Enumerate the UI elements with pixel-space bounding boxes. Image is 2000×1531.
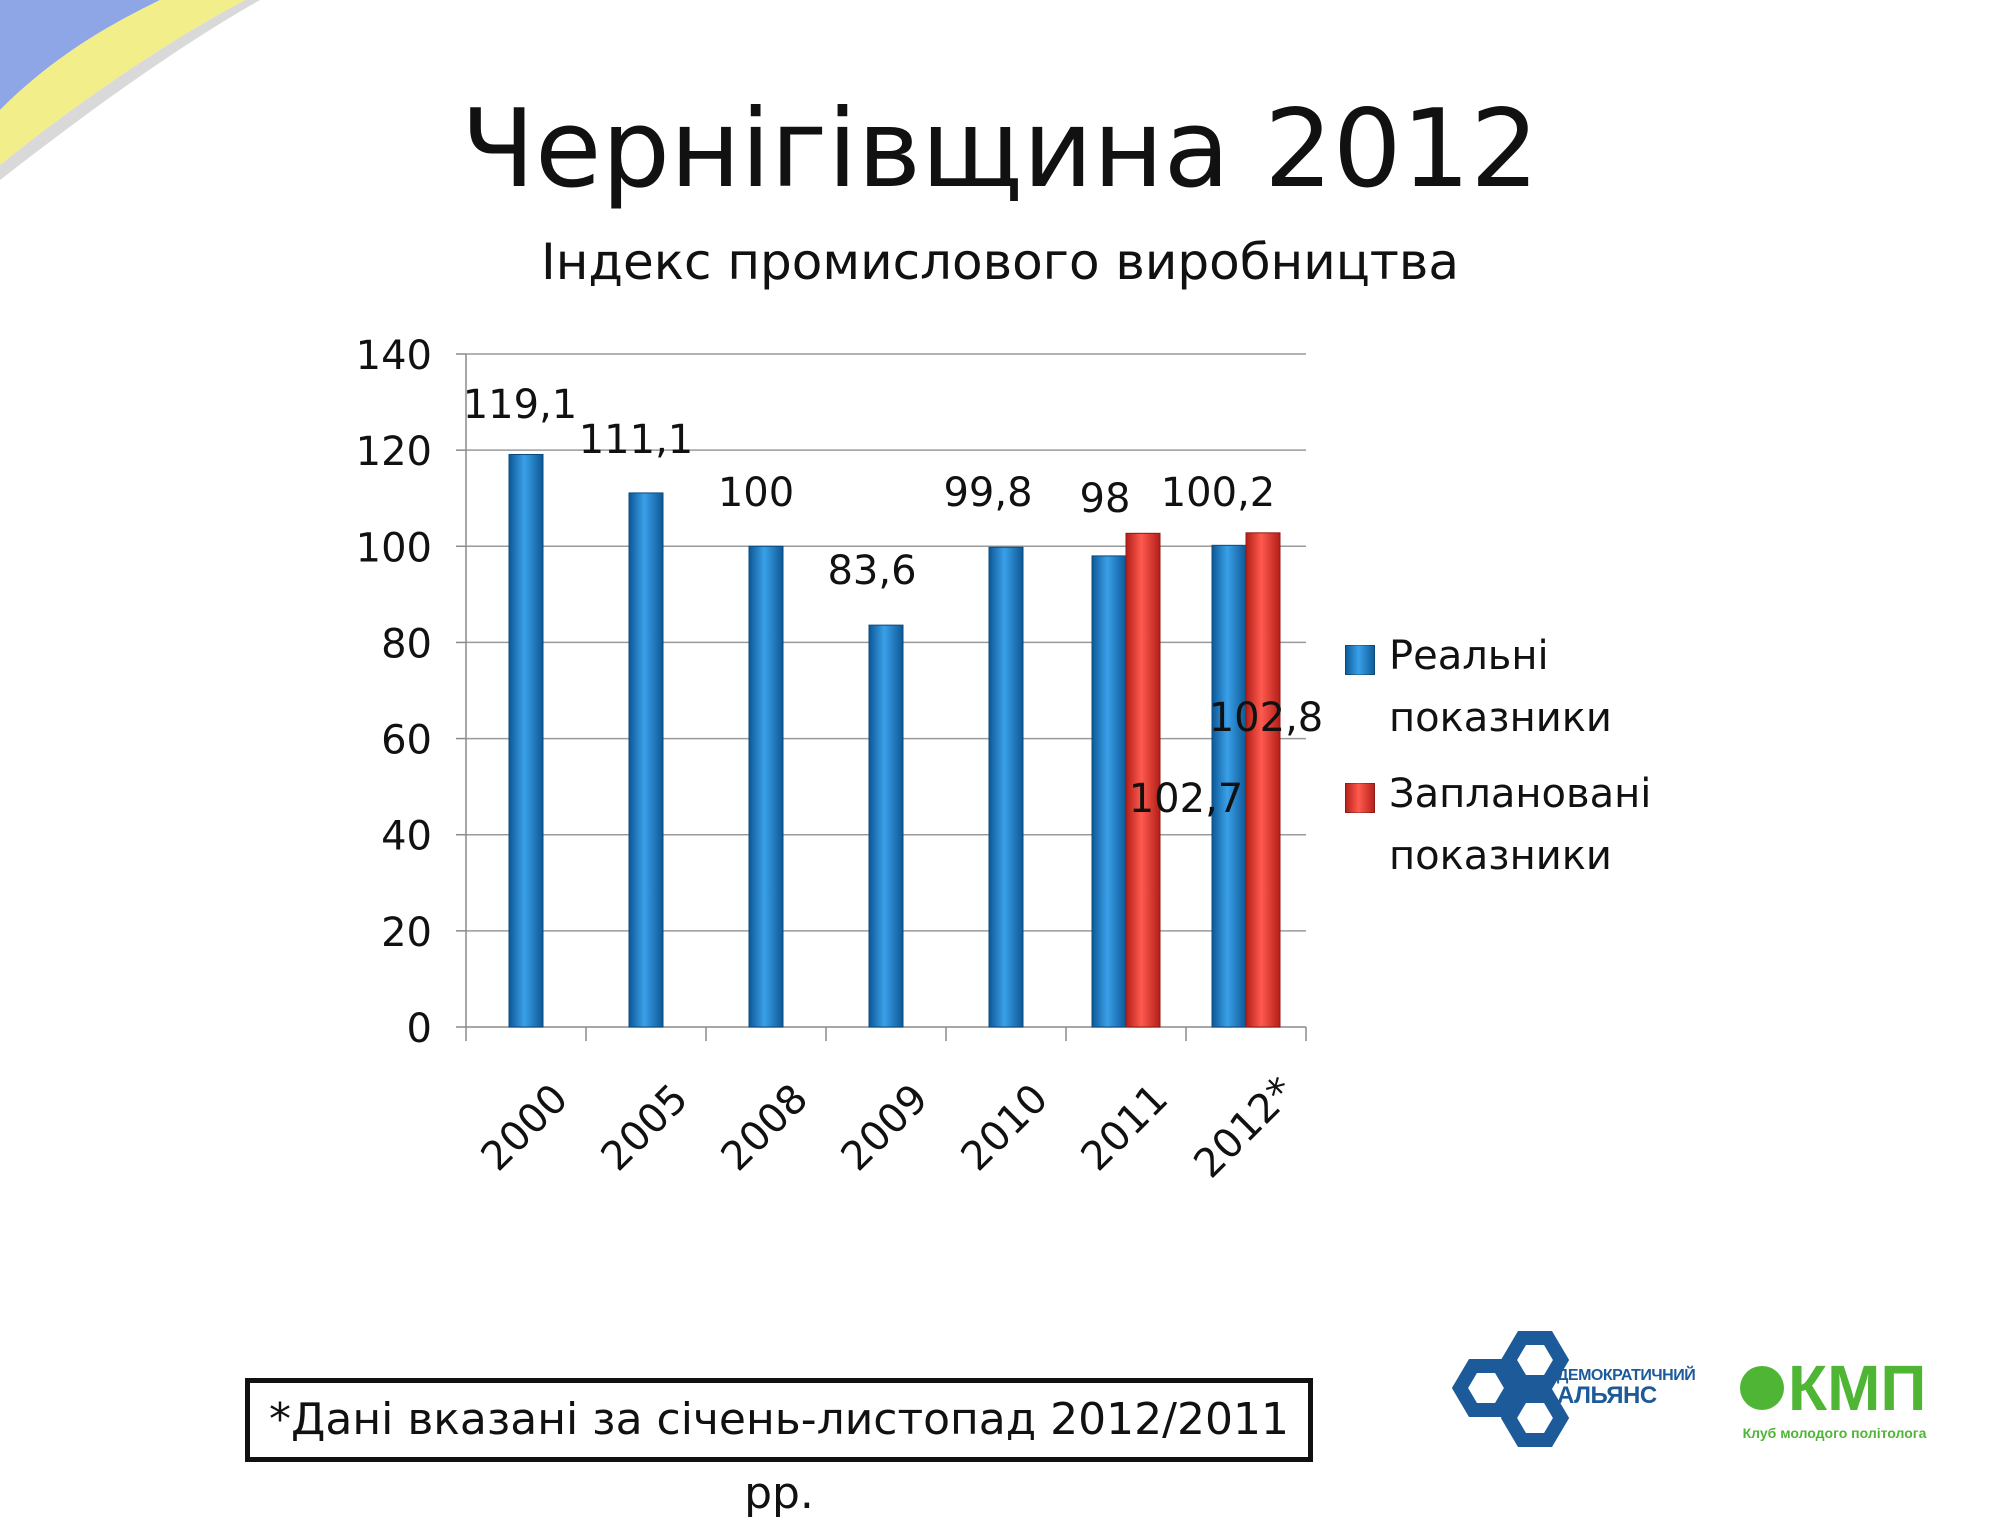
chart-title: Індекс промислового виробництва xyxy=(540,233,1460,291)
bar-real xyxy=(868,624,904,1028)
bar-real xyxy=(508,453,544,1028)
da-hexagon-top xyxy=(1500,1331,1570,1389)
y-tick-label: 80 xyxy=(381,621,432,667)
data-label: 119,1 xyxy=(463,382,578,428)
data-label: 100 xyxy=(718,470,794,516)
data-label: 98 xyxy=(1080,476,1131,522)
bar-planned xyxy=(1245,532,1281,1028)
data-label: 100,2 xyxy=(1161,470,1276,516)
legend-swatch-planned xyxy=(1345,783,1375,813)
legend-label-real: Реальні показники xyxy=(1389,633,1612,741)
legend-label-planned: Заплановані показники xyxy=(1389,771,1652,879)
legend-swatch-real xyxy=(1345,645,1375,675)
da-logo-text: ДЕМОКРАТИЧНИЙ АЛЬЯНС xyxy=(1557,1367,1696,1409)
y-tick-label: 60 xyxy=(381,718,432,764)
legend-item-real: Реальні показники xyxy=(1345,625,1725,749)
bar-real xyxy=(628,492,664,1028)
legend-item-planned: Заплановані показники xyxy=(1345,763,1725,887)
da-hexagon-left xyxy=(1451,1359,1521,1417)
da-hexagon-bottom xyxy=(1500,1389,1570,1447)
x-tick-label: 2010 xyxy=(953,1076,1058,1181)
y-tick-label: 120 xyxy=(356,429,432,475)
x-tick-label: 2000 xyxy=(473,1076,578,1181)
bar-real xyxy=(1091,555,1127,1028)
x-tick-label: 2005 xyxy=(593,1076,698,1181)
kmp-logo-dot-icon xyxy=(1740,1366,1784,1410)
data-label: 83,6 xyxy=(827,548,916,594)
slide-title: Чернігівщина 2012 xyxy=(461,87,1539,212)
bar-real xyxy=(988,546,1024,1028)
ukraine-ribbon-decoration xyxy=(0,0,260,180)
y-tick-label: 40 xyxy=(381,814,432,860)
data-label: 99,8 xyxy=(943,470,1032,516)
kmp-logo-subtitle: Клуб молодого політолога xyxy=(1742,1425,1927,1441)
kmp-logo: КМП Клуб молодого політолога xyxy=(1740,1355,1926,1441)
kmp-logo-mark: КМП xyxy=(1740,1355,1926,1421)
y-tick-label: 0 xyxy=(407,1006,432,1052)
x-tick-label: 2009 xyxy=(833,1076,938,1181)
y-tick-label: 140 xyxy=(356,333,432,379)
y-tick-label: 20 xyxy=(381,910,432,956)
x-tick-label: 2012* xyxy=(1185,1068,1304,1187)
y-tick-label: 100 xyxy=(356,525,432,571)
bar-real xyxy=(748,545,784,1028)
bar-planned xyxy=(1125,532,1161,1028)
data-label: 102,7 xyxy=(1129,776,1244,822)
ribbon-blue-stripe xyxy=(0,0,160,110)
data-label: 102,8 xyxy=(1209,695,1324,741)
x-tick-label: 2011 xyxy=(1073,1076,1178,1181)
x-tick-label: 2008 xyxy=(713,1076,818,1181)
ribbon-yellow-stripe xyxy=(0,0,245,165)
footnote-box: *Дані вказані за січень-листопад 2012/20… xyxy=(245,1378,1313,1519)
kmp-logo-text: КМП xyxy=(1788,1352,1927,1424)
data-label: 111,1 xyxy=(579,417,694,463)
democratic-alliance-logo xyxy=(1451,1331,1570,1447)
da-logo-bottom-text: АЛЬЯНС xyxy=(1557,1382,1657,1409)
da-logo-top-text: ДЕМОКРАТИЧНИЙ xyxy=(1557,1367,1696,1384)
chart-legend: Реальні показники Заплановані показники xyxy=(1345,625,1725,901)
